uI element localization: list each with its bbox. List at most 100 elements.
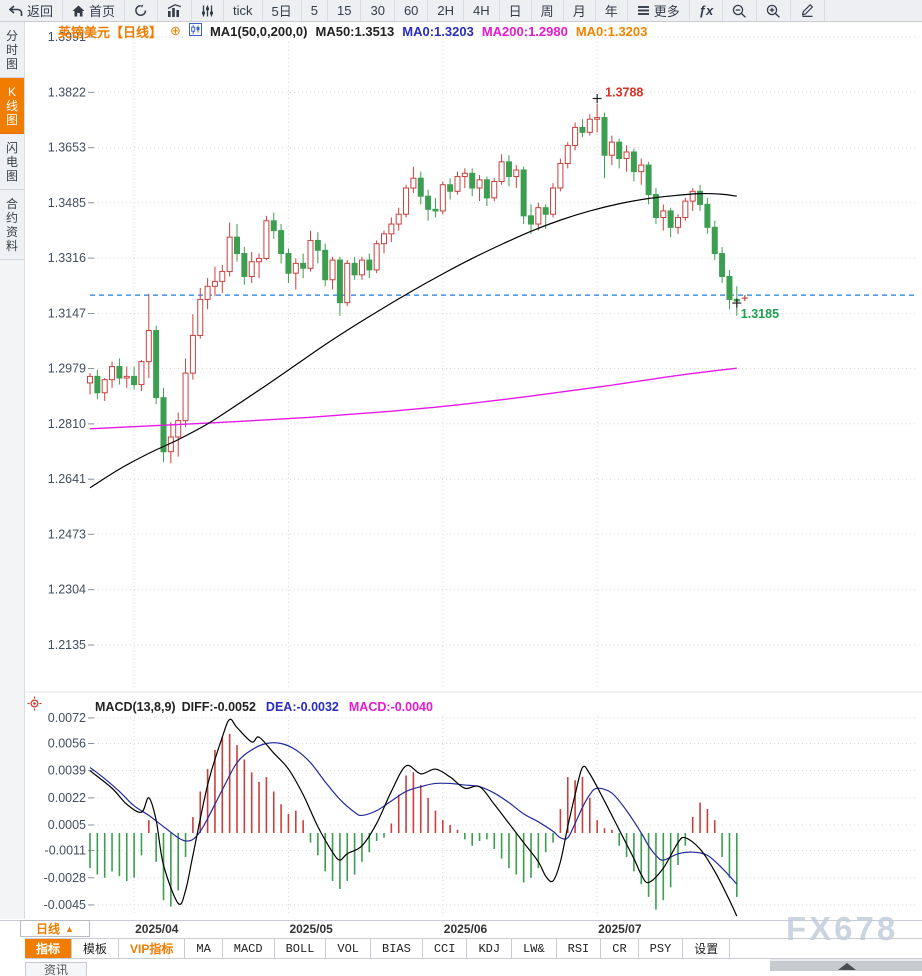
svg-text:0.0072: 0.0072 bbox=[48, 711, 86, 725]
toolbar-item-formula[interactable]: ƒx bbox=[690, 0, 724, 21]
toolbar-item-label: tick bbox=[233, 3, 253, 18]
indicator-tab-boll[interactable]: BOLL bbox=[275, 939, 327, 958]
toolbar-item-m5[interactable]: 5 bbox=[302, 0, 328, 21]
zoom-out-icon bbox=[732, 4, 747, 18]
toolbar-item-m30[interactable]: 30 bbox=[361, 0, 395, 21]
toolbar-item-label: 60 bbox=[403, 3, 419, 18]
toolbar-item-chart-style[interactable] bbox=[158, 0, 193, 21]
period-selector-button[interactable]: 日线 ▲ bbox=[20, 920, 90, 937]
x-axis-label: 2025/04 bbox=[135, 922, 179, 936]
toolbar-item-year[interactable]: 年 bbox=[596, 0, 628, 21]
indicator-tab-bias[interactable]: BIAS bbox=[371, 939, 423, 958]
toolbar-item-label: 2H bbox=[437, 3, 455, 18]
svg-text:1.3185: 1.3185 bbox=[741, 307, 779, 321]
refresh-icon bbox=[134, 4, 148, 17]
x-axis-label: 2025/06 bbox=[443, 922, 488, 936]
svg-text:-0.0011: -0.0011 bbox=[45, 844, 87, 858]
toolbar-item-5d[interactable]: 5日 bbox=[263, 0, 302, 21]
toolbar-item-label: 15 bbox=[337, 3, 352, 18]
toolbar-item-m60[interactable]: 60 bbox=[395, 0, 429, 21]
toolbar-item-label: 5 bbox=[310, 3, 318, 18]
indicator-tab-指标[interactable]: 指标 bbox=[25, 939, 73, 958]
toolbar-item-label: 30 bbox=[370, 3, 385, 18]
indicator-tab-rsi[interactable]: RSI bbox=[557, 939, 602, 958]
toolbar-item-month[interactable]: 月 bbox=[564, 0, 596, 21]
sidebar-tab-char: 分 bbox=[5, 29, 18, 43]
toolbar-item-week[interactable]: 周 bbox=[532, 0, 564, 21]
ma0-blue-value: MA0:1.3203 bbox=[402, 23, 474, 39]
symbol-name: 英镑美元【日线】 bbox=[58, 22, 162, 41]
top-toolbar: 返回 首页 tick 5日 5 15 30 60 2H 4H 日 周 月 年 更多 ƒx bbox=[0, 0, 922, 22]
macd-macd-value: MACD:-0.0040 bbox=[348, 699, 433, 714]
sidebar-tab-char: 资 bbox=[5, 225, 18, 239]
toolbar-item-h2[interactable]: 2H bbox=[428, 0, 465, 21]
toolbar-item-refresh[interactable] bbox=[125, 0, 159, 21]
indicator-tab-ma[interactable]: MA bbox=[185, 939, 223, 958]
svg-text:1.3147: 1.3147 bbox=[48, 306, 86, 320]
period-selector-label: 日线 bbox=[36, 922, 61, 936]
svg-text:1.3316: 1.3316 bbox=[48, 251, 86, 265]
sidebar-tab-contract-info[interactable]: 合约资料 bbox=[0, 190, 24, 260]
sidebar-tab-char: K bbox=[7, 85, 16, 99]
toolbar-item-label: 年 bbox=[604, 4, 618, 19]
x-axis-label: 2025/07 bbox=[598, 922, 642, 936]
chart-area: 英镑美元【日线】 ⊕ MA1(50,0,200,0) MA50:1.3513 M… bbox=[25, 22, 922, 920]
sidebar-tab-lightning[interactable]: 闪电图 bbox=[0, 134, 24, 190]
panel-collapse-handle[interactable] bbox=[770, 959, 922, 971]
toolbar-item-label: 返回 bbox=[27, 4, 54, 19]
symbol-label: 英镑美元 bbox=[58, 24, 111, 40]
toolbar-item-zoom-in[interactable] bbox=[757, 0, 792, 21]
candlestick-legend-icon[interactable] bbox=[188, 23, 202, 39]
home-icon bbox=[72, 5, 85, 17]
period-label: 【日线】 bbox=[110, 24, 163, 40]
macd-diff-value: DIFF:-0.0052 bbox=[181, 699, 256, 714]
svg-text:1.3788: 1.3788 bbox=[605, 86, 643, 100]
toolbar-item-more[interactable]: 更多 bbox=[628, 0, 690, 21]
sidebar-tab-char: 闪 bbox=[5, 141, 18, 155]
x-axis-label: 2025/05 bbox=[289, 922, 333, 936]
ma0-orange-value: MA0:1.3203 bbox=[575, 23, 648, 39]
toolbar-item-label: 首页 bbox=[89, 4, 116, 19]
indicator-tab-cr[interactable]: CR bbox=[601, 939, 639, 958]
indicator-tab-kdj[interactable]: KDJ bbox=[467, 939, 513, 958]
indicator-tab-lw[interactable]: LW& bbox=[512, 939, 557, 958]
add-indicator-icon[interactable]: ⊕ bbox=[170, 23, 181, 38]
indicator-tab-macd[interactable]: MACD bbox=[223, 939, 275, 958]
candlestick-macd-canvas[interactable]: 1.3991 1.3822 1.3653 1.3485 1.3316 1.3147 1.29… bbox=[25, 22, 922, 920]
chevron-up-icon: ▲ bbox=[65, 923, 74, 934]
svg-text:1.2979: 1.2979 bbox=[48, 362, 86, 376]
ma200-value: MA200:1.2980 bbox=[481, 23, 568, 39]
indicator-toolbar: 指标 模板 VIP指标 MA MACD BOLL VOL BIAS CCI KDJ LW& RSI CR… bbox=[25, 938, 922, 959]
svg-text:1.3822: 1.3822 bbox=[48, 85, 86, 99]
indicator-tab-psy[interactable]: PSY bbox=[639, 939, 684, 958]
toolbar-item-day[interactable]: 日 bbox=[500, 0, 532, 21]
sidebar-tab-char: 时 bbox=[5, 43, 18, 57]
toolbar-item-label: 日 bbox=[508, 4, 522, 19]
svg-text:-0.0045: -0.0045 bbox=[44, 898, 86, 912]
toolbar-item-zoom-out[interactable] bbox=[723, 0, 758, 21]
toolbar-item-h4[interactable]: 4H bbox=[464, 0, 500, 21]
toolbar-item-label: 月 bbox=[572, 4, 586, 19]
toolbar-item-home[interactable]: 首页 bbox=[63, 0, 126, 21]
tab-news[interactable]: 资讯 bbox=[25, 962, 87, 976]
indicator-target-icon[interactable] bbox=[27, 696, 42, 716]
ma-group-label: MA1(50,0,200,0) bbox=[209, 23, 308, 39]
sidebar-tab-timeshare[interactable]: 分时图 bbox=[0, 22, 24, 78]
indicator-tab-vol[interactable]: VOL bbox=[326, 939, 372, 958]
toolbar-item-label: 更多 bbox=[653, 4, 680, 19]
svg-text:1.3653: 1.3653 bbox=[48, 141, 86, 155]
toolbar-item-tick[interactable]: tick bbox=[224, 0, 263, 21]
indicator-tab-模板[interactable]: 模板 bbox=[72, 939, 120, 958]
toolbar-item-draw[interactable] bbox=[791, 0, 826, 21]
indicator-tab-设置[interactable]: 设置 bbox=[683, 939, 731, 958]
toolbar-item-back[interactable]: 返回 bbox=[0, 0, 64, 21]
svg-text:1.2473: 1.2473 bbox=[48, 527, 86, 541]
indicator-tab-vip指标[interactable]: VIP指标 bbox=[119, 939, 186, 958]
sidebar-tab-char: 图 bbox=[5, 169, 18, 183]
toolbar-item-m15[interactable]: 15 bbox=[328, 0, 362, 21]
toolbar-item-indicator-settings[interactable] bbox=[192, 0, 225, 21]
indicator-tab-cci[interactable]: CCI bbox=[423, 939, 468, 958]
